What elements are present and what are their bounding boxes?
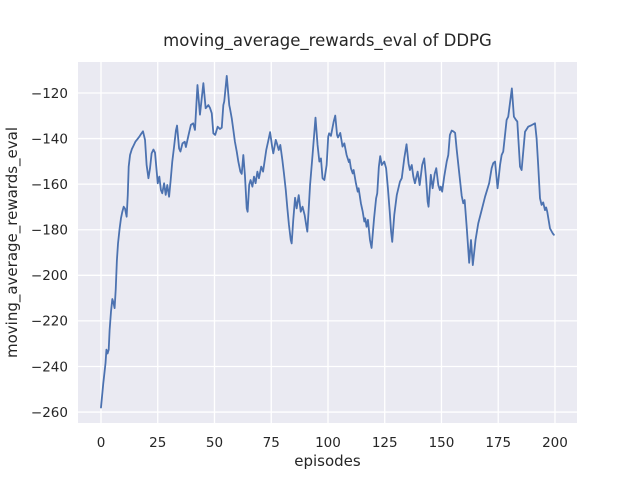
y-tick-label: −260 [31, 405, 68, 421]
x-axis-label: episodes [294, 452, 361, 470]
reward-line [100, 75, 555, 409]
series-lines [100, 75, 555, 409]
x-tick-label: 25 [149, 435, 166, 451]
x-tick-label: 75 [263, 435, 280, 451]
y-tick-label: −120 [31, 86, 68, 102]
y-tick-label: −160 [31, 177, 68, 193]
y-axis-label: moving_average_rewards_eval [3, 127, 22, 358]
x-tick-label: 200 [542, 435, 568, 451]
x-tick-label: 125 [372, 435, 398, 451]
y-tick-label: −200 [31, 268, 68, 284]
y-tick-label: −140 [31, 131, 68, 147]
y-tick-label: −220 [31, 314, 68, 330]
y-tick-label: −180 [31, 223, 68, 239]
chart-title: moving_average_rewards_eval of DDPG [163, 31, 492, 51]
x-tick-label: 100 [315, 435, 341, 451]
x-tick-label: 0 [97, 435, 106, 451]
y-axis-ticks: −120 −140 −160 −180 −200 −220 −240 −260 [31, 86, 68, 421]
x-axis-ticks: 0 25 50 75 100 125 150 175 200 [97, 435, 568, 451]
y-tick-label: −240 [31, 359, 68, 375]
x-tick-label: 175 [485, 435, 511, 451]
x-tick-label: 50 [206, 435, 223, 451]
x-tick-label: 150 [429, 435, 455, 451]
